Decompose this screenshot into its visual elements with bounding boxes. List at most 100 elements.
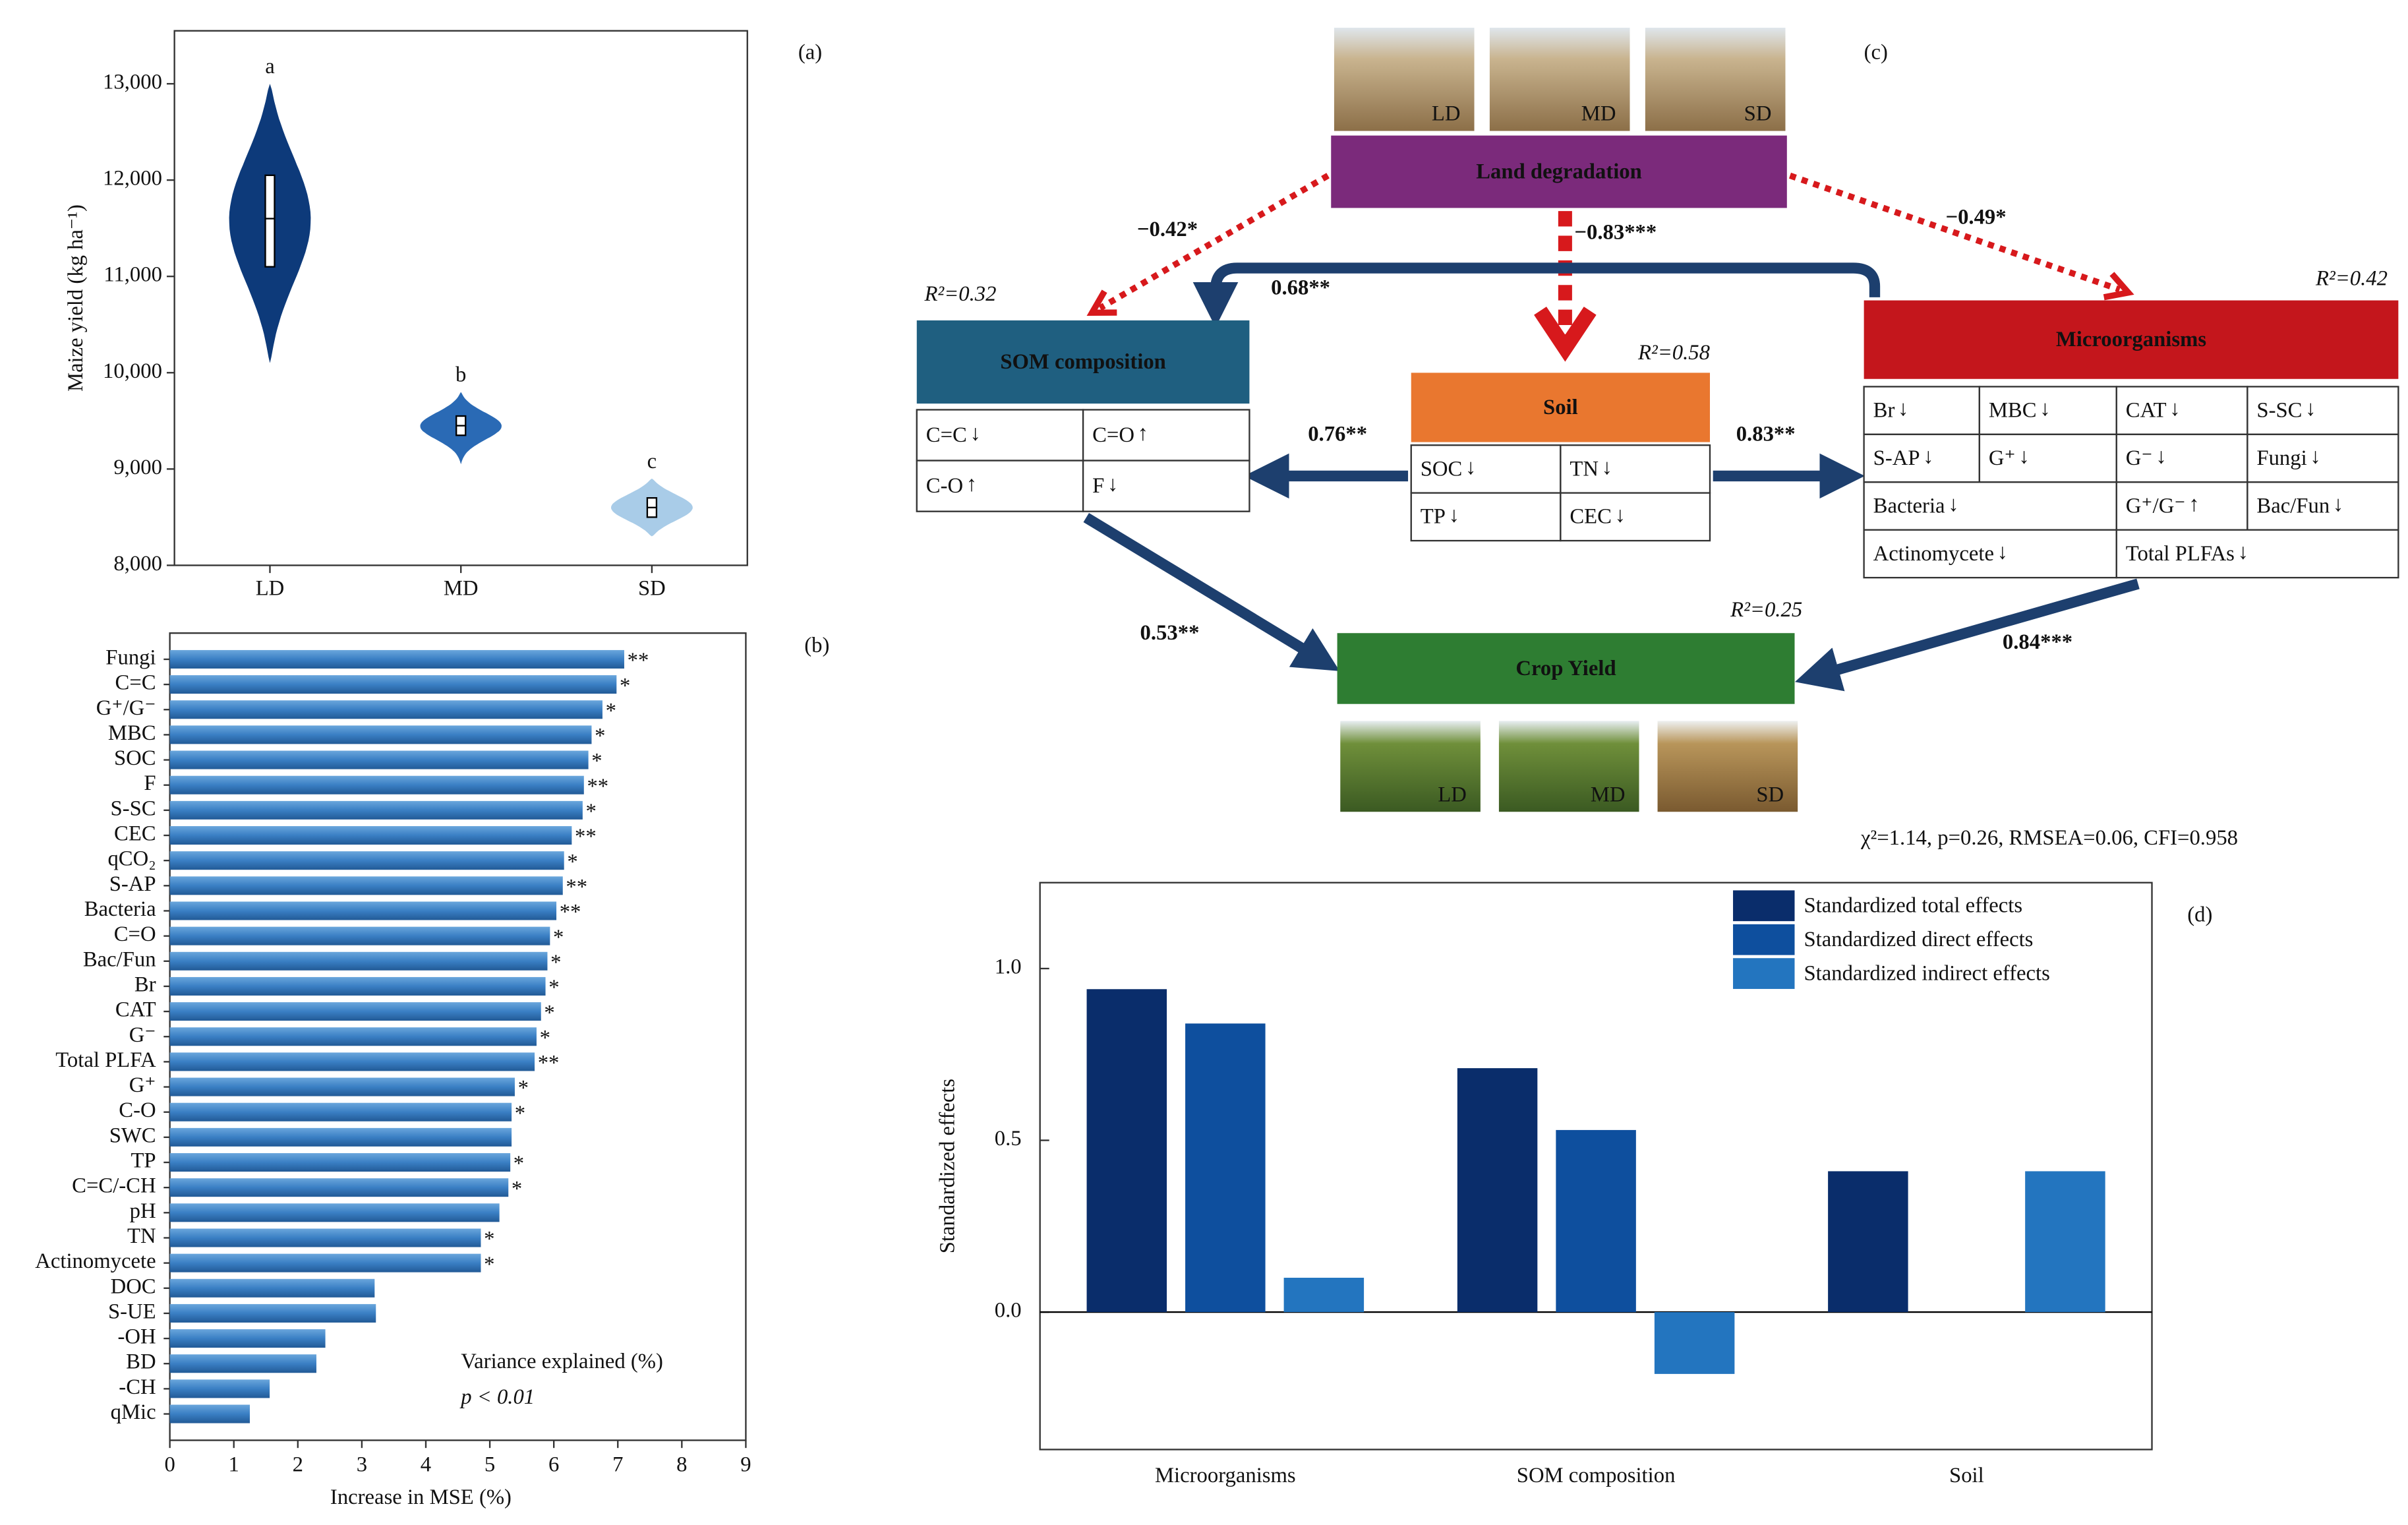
y-tick-label: F — [144, 771, 156, 795]
y-tick-label: G⁺ — [129, 1073, 156, 1097]
bar — [169, 1228, 481, 1247]
y-tick-label: MBC — [108, 721, 156, 745]
y-tick-label: C=C — [115, 671, 156, 695]
y-axis-label: Standardized effects — [935, 1079, 959, 1253]
legend-label: Standardized direct effects — [1804, 928, 2034, 951]
y-tick-label: Actinomycete — [35, 1249, 156, 1273]
y-tick-label: qMic — [111, 1400, 156, 1424]
path-coefficient: 0.83** — [1736, 423, 1796, 446]
panel-label: (b) — [804, 634, 829, 657]
field-photo — [1498, 721, 1639, 812]
y-tick-label: S-SC — [111, 796, 156, 820]
field-photo — [1334, 28, 1475, 131]
path-coefficient: −0.83*** — [1574, 221, 1657, 245]
bar — [1457, 1068, 1538, 1313]
y-tick-label: S-AP — [109, 872, 156, 896]
x-tick-label: MD — [444, 576, 479, 600]
indicator-name: S-AP — [1873, 446, 1920, 470]
bar — [169, 1354, 316, 1373]
bar — [169, 1329, 326, 1348]
node-box — [1331, 135, 1787, 208]
significance: ** — [566, 876, 587, 899]
y-tick-label: -OH — [117, 1325, 156, 1349]
x-tick-label: Microorganisms — [1155, 1464, 1296, 1487]
y-tick-label: S-UE — [108, 1300, 156, 1323]
panel-label: (d) — [2187, 903, 2212, 927]
indicator-trend: ↑ — [1138, 422, 1148, 446]
r-squared: R²=0.58 — [1637, 341, 1710, 365]
significance: * — [591, 750, 602, 773]
bar — [169, 1127, 512, 1147]
legend-label: Standardized indirect effects — [1804, 961, 2050, 985]
indicator-name: G⁺/G⁻ — [2126, 494, 2186, 518]
y-tick-label: 12,000 — [103, 167, 162, 191]
indicator-trend: ↓ — [1898, 397, 1908, 421]
significance: ** — [628, 649, 649, 673]
node-label: Crop Yield — [1515, 657, 1616, 680]
y-tick-label: 10,000 — [103, 359, 162, 383]
indicator-name: Fungi — [2256, 446, 2306, 470]
y-tick-label: C=C/-CH — [72, 1174, 156, 1198]
path-coefficient: 0.76** — [1308, 423, 1367, 446]
indicator-trend: ↓ — [2156, 445, 2166, 469]
indicator-trend: ↓ — [1602, 456, 1612, 479]
x-tick-label: LD — [256, 576, 285, 600]
bar — [169, 951, 548, 971]
y-tick-label: Total PLFA — [55, 1048, 156, 1072]
y-tick-label: qCO₂ — [107, 847, 156, 871]
bar — [169, 1178, 509, 1197]
group-letter: a — [265, 55, 275, 78]
table-cell — [2115, 529, 2399, 579]
bar — [169, 1379, 270, 1398]
significance: * — [514, 1152, 524, 1176]
x-tick-label: 8 — [676, 1453, 687, 1477]
y-tick-label: 8,000 — [113, 552, 162, 576]
table-cell — [1978, 433, 2117, 483]
y-axis-label: Maize yield (kg ha⁻¹) — [64, 204, 88, 392]
bar — [169, 649, 624, 669]
y-tick-label: 11,000 — [103, 263, 162, 287]
indicator-name: G⁺ — [1989, 446, 2016, 470]
indicator-name: Bac/Fun — [2256, 494, 2330, 518]
table-cell — [1082, 409, 1250, 462]
indicator-trend: ↓ — [1997, 540, 2008, 564]
table-cell — [1560, 492, 1711, 542]
indicator-name: Actinomycete — [1873, 542, 1994, 566]
bar — [1654, 1312, 1735, 1374]
bar — [169, 976, 546, 996]
node-box — [1864, 300, 2399, 379]
x-tick-label: 2 — [293, 1453, 303, 1477]
r-squared: R²=0.25 — [1730, 598, 1802, 622]
bar — [1828, 1171, 1908, 1313]
note: p < 0.01 — [459, 1385, 535, 1409]
node-label: SOM composition — [1000, 350, 1166, 374]
x-tick-label: 0 — [164, 1453, 175, 1477]
table-cell — [2246, 386, 2399, 436]
indicator-trend: ↑ — [966, 473, 977, 496]
bar — [169, 1077, 515, 1096]
indicator-trend: ↓ — [1449, 503, 1459, 527]
path-coefficient: 0.53** — [1140, 621, 1200, 645]
significance: * — [567, 850, 577, 874]
path-arrow — [1788, 172, 2134, 301]
bar — [169, 1404, 250, 1423]
y-tick-label: C-O — [119, 1098, 156, 1122]
table-cell — [1863, 529, 2117, 579]
indicator-name: Total PLFAs — [2126, 542, 2235, 566]
indicator-name: MBC — [1989, 398, 2037, 422]
bar — [169, 926, 550, 945]
y-tick-label: DOC — [111, 1274, 156, 1298]
field-photo — [1489, 28, 1630, 131]
indicator-name: S-SC — [2256, 398, 2302, 422]
photo-label: LD — [1438, 783, 1467, 806]
bar — [1556, 1129, 1636, 1313]
r-squared: R²=0.32 — [924, 282, 996, 306]
significance: * — [553, 926, 564, 949]
y-tick-label: CAT — [115, 998, 156, 1022]
indicator-name: C-O — [926, 474, 963, 498]
y-tick-label: -CH — [119, 1375, 156, 1399]
significance: * — [515, 1102, 525, 1125]
bar — [169, 826, 572, 845]
indicator-trend: ↓ — [1948, 493, 1958, 516]
x-tick-label: 6 — [548, 1453, 559, 1477]
